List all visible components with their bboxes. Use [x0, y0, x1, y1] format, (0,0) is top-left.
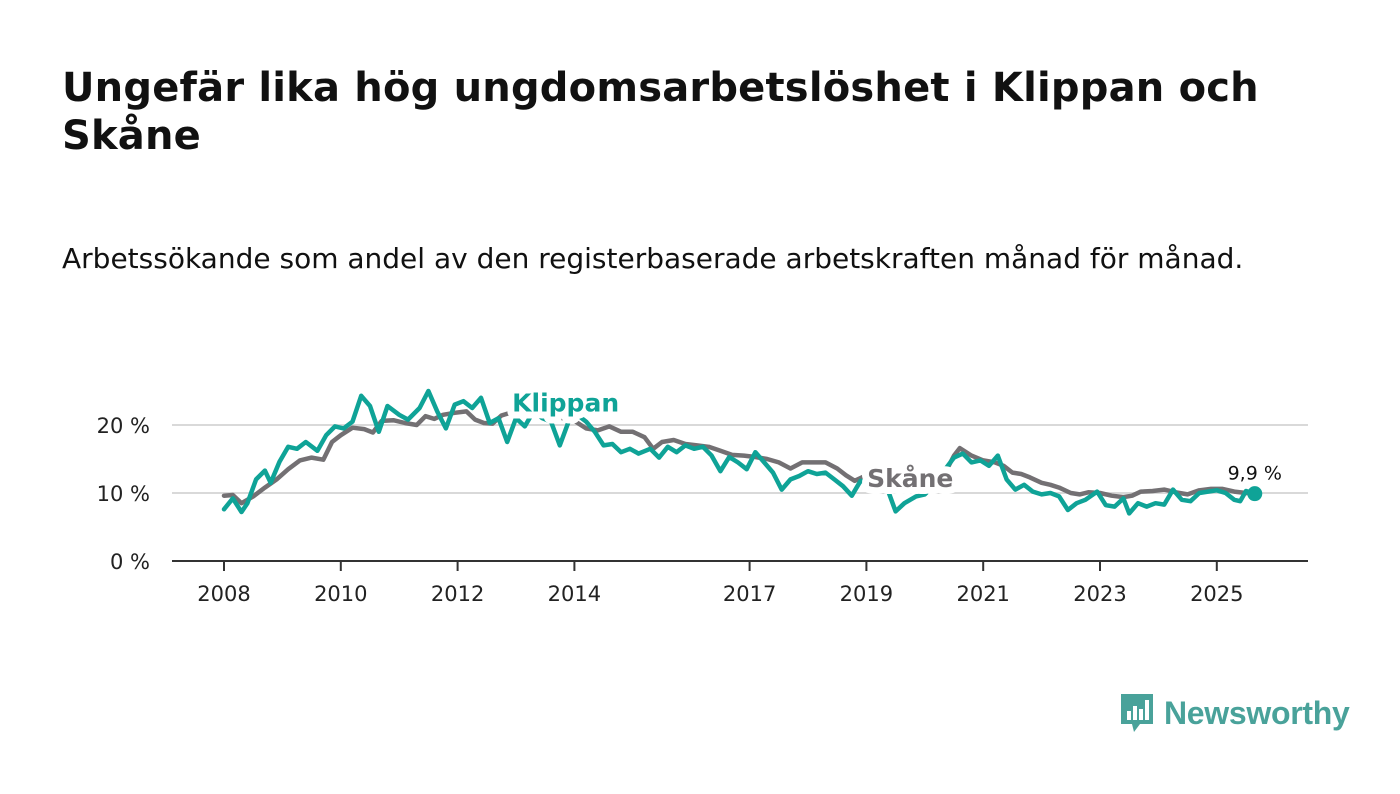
- y-tick-label: 20 %: [97, 414, 150, 438]
- x-tick-label: 2014: [548, 582, 601, 606]
- x-tick-label: 2025: [1190, 582, 1243, 606]
- newsworthy-chart-icon: [1121, 694, 1153, 732]
- y-tick-label: 0 %: [110, 550, 150, 574]
- x-tick-label: 2012: [431, 582, 484, 606]
- annotations: 9,9 %: [1228, 463, 1282, 502]
- chart-title: Ungefär lika hög ungdomsarbetslöshet i K…: [62, 65, 1259, 159]
- y-tick-label: 10 %: [97, 482, 150, 506]
- last-value-dot: [1247, 486, 1263, 502]
- x-tick-label: 2019: [840, 582, 893, 606]
- series-label-halo: Klippan: [512, 389, 619, 418]
- series-label-sk-ne: Skåne: [867, 464, 953, 493]
- series-line-sk-ne: [221, 409, 1258, 506]
- series-label-klippan: Klippan: [512, 389, 619, 418]
- series-lines: [221, 388, 1258, 516]
- newsworthy-logo[interactable]: Newsworthy: [1118, 690, 1350, 736]
- line-chart: 0 % 10 % 20 % 2008 2010 2012 2014 2017 2019 2021…: [97, 382, 1308, 606]
- chart-subtitle: Arbetssökande som andel av den registerb…: [62, 242, 1244, 275]
- brand-name: Newsworthy: [1164, 694, 1350, 731]
- x-tick-label: 2017: [723, 582, 776, 606]
- x-axis-ticks: 2008 2010 2012 2014 2017 2019 2021 2023 2025: [197, 561, 1244, 606]
- series-line-klippan: [221, 388, 1258, 516]
- gridlines: [172, 424, 1308, 494]
- last-value-label: 9,9 %: [1228, 463, 1282, 485]
- x-tick-label: 2021: [956, 582, 1009, 606]
- x-tick-label: 2010: [314, 582, 367, 606]
- x-tick-label: 2023: [1073, 582, 1126, 606]
- series-label-halo: Skåne: [867, 464, 953, 493]
- x-tick-label: 2008: [197, 582, 250, 606]
- y-axis-ticks: 0 % 10 % 20 %: [97, 414, 150, 574]
